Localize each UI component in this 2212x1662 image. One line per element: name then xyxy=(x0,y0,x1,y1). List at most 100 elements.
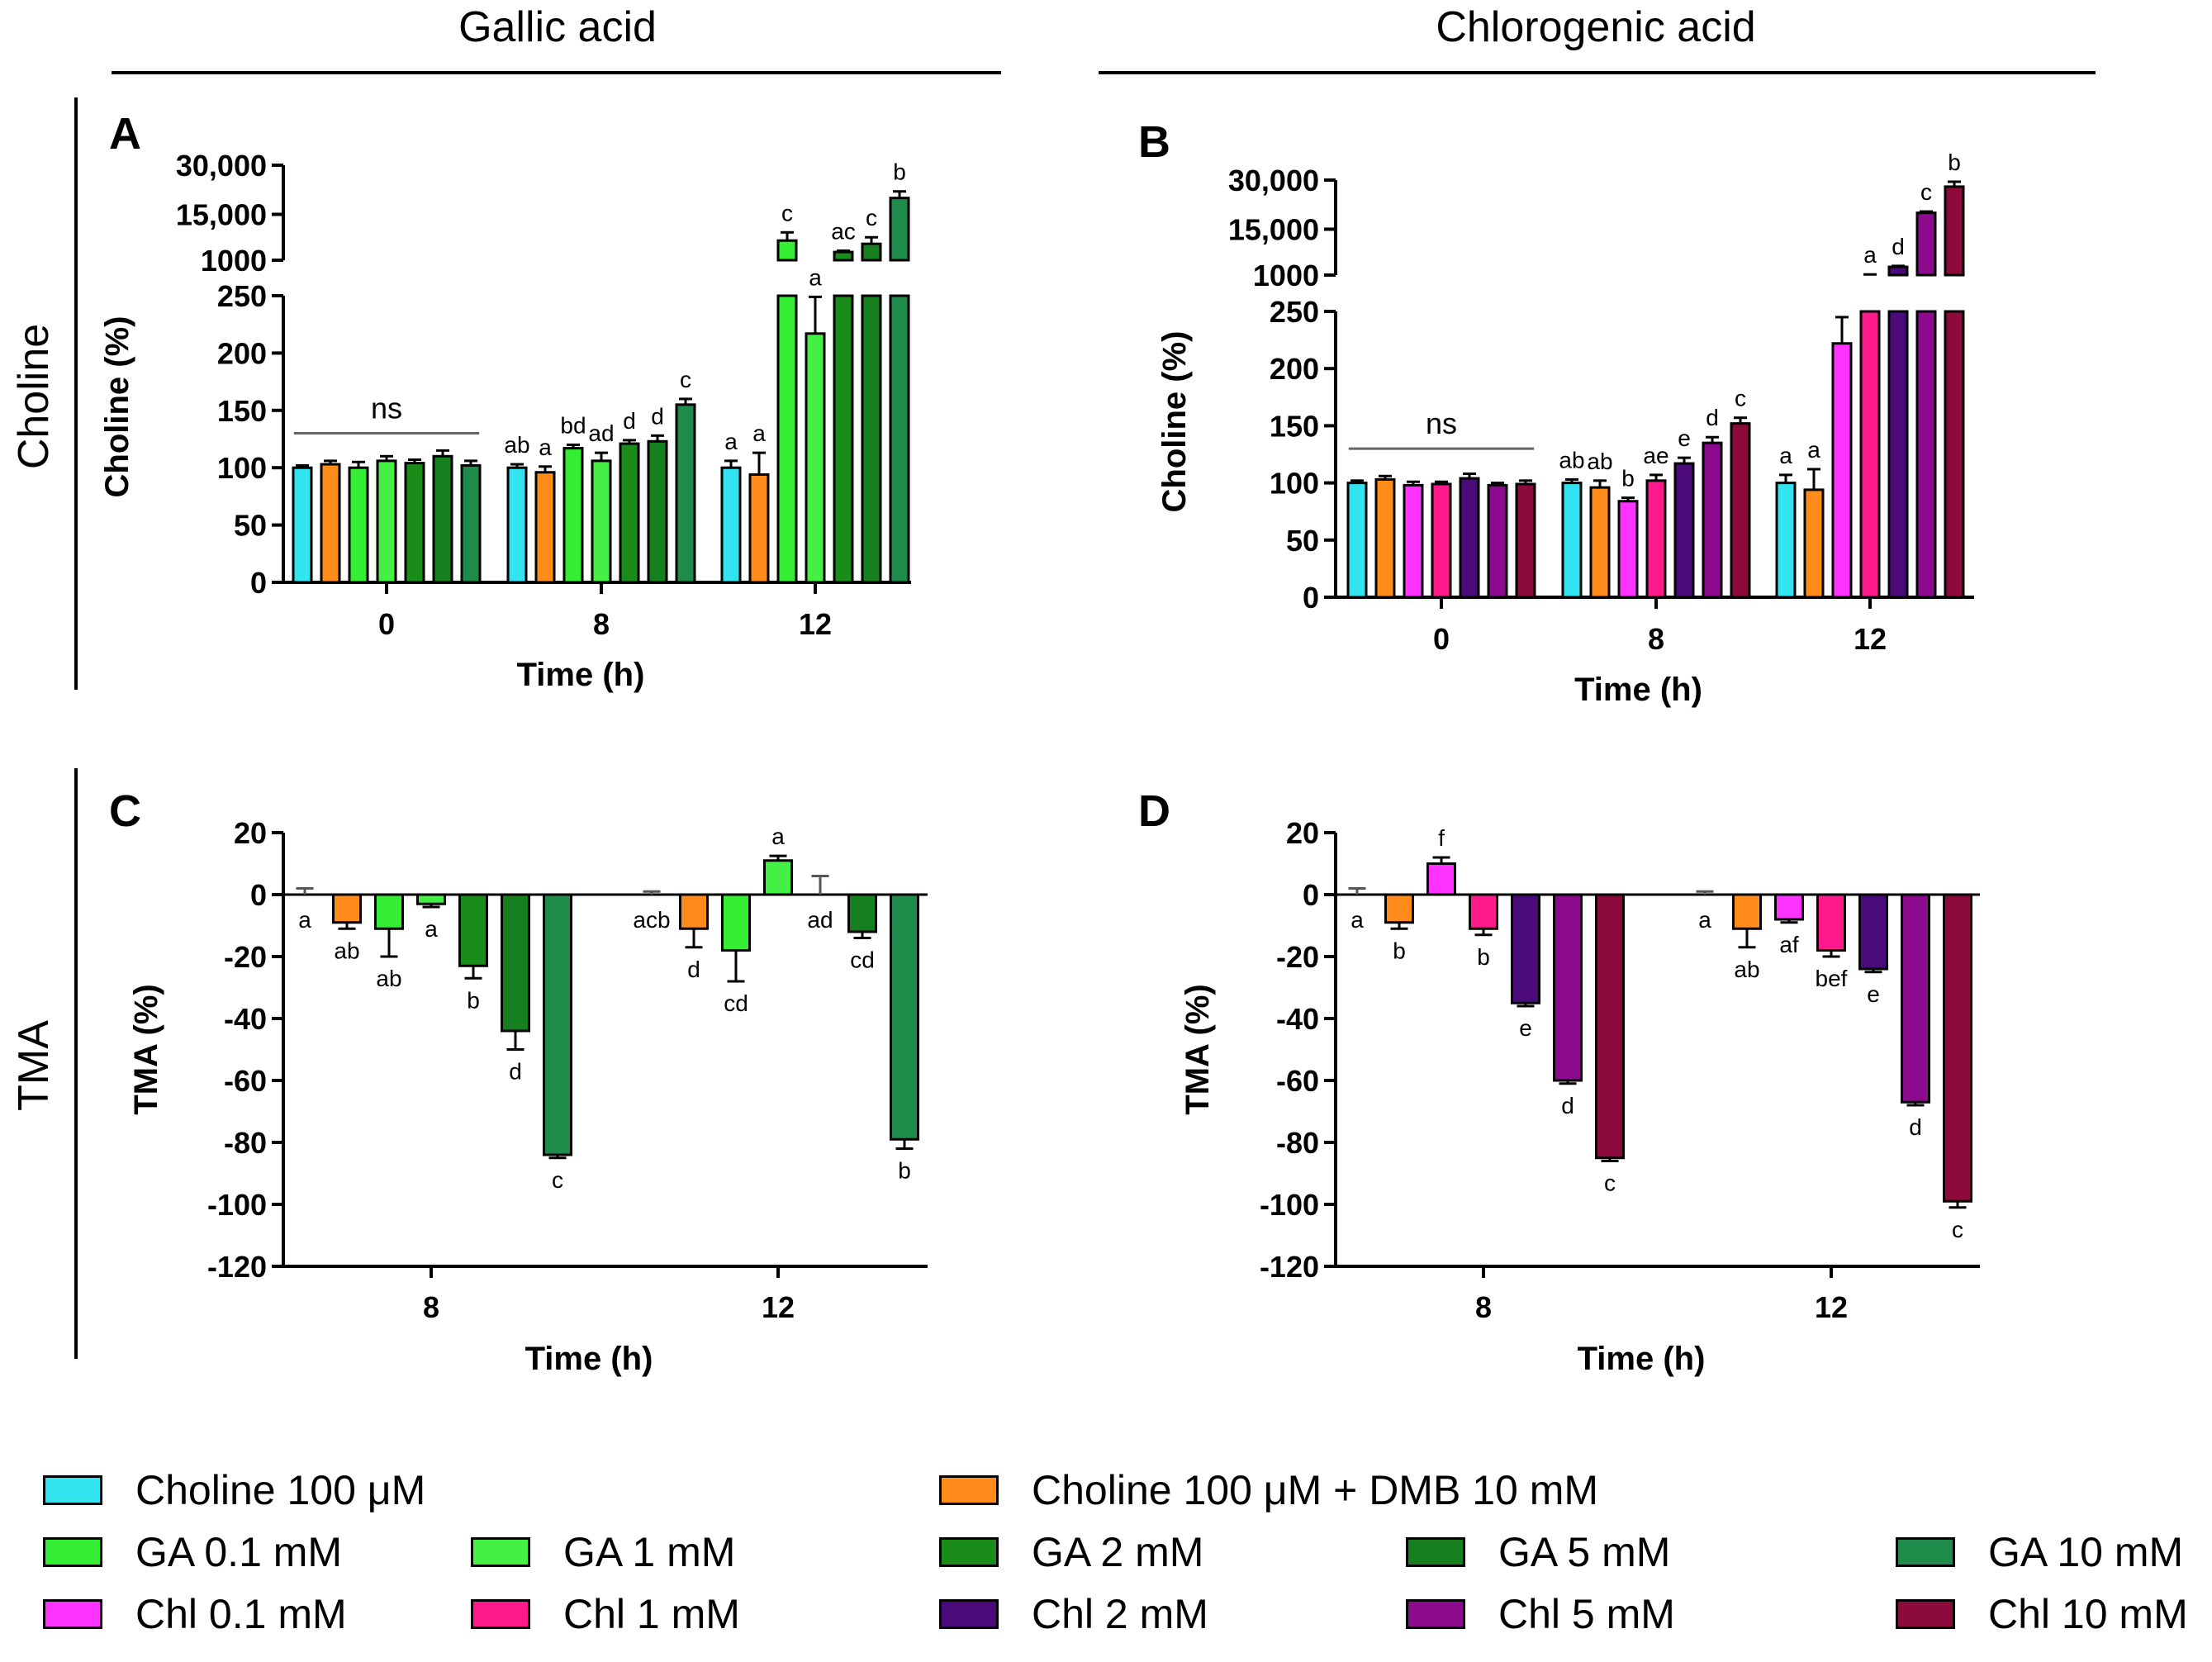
legend-swatch xyxy=(1406,1599,1465,1629)
legend-label: Chl 1 mM xyxy=(563,1591,740,1637)
legend-swatch xyxy=(471,1537,530,1567)
legend-swatch xyxy=(1896,1599,1955,1629)
column-title-gallic: Gallic acid xyxy=(458,3,657,51)
bar xyxy=(1702,441,1723,599)
legend-item-ga-10: GA 10 mM xyxy=(1896,1528,2183,1576)
bar xyxy=(1515,482,1536,599)
bar xyxy=(543,893,572,1156)
bar xyxy=(1431,482,1452,599)
legend-label: GA 1 mM xyxy=(563,1529,736,1575)
panel-letter: A xyxy=(109,109,141,159)
legend-swatch xyxy=(43,1475,102,1505)
bar xyxy=(679,893,709,930)
bar xyxy=(1915,310,1937,599)
bar xyxy=(332,893,362,924)
legend-item-chl-2: Chl 2 mM xyxy=(939,1590,1208,1638)
y-tick-label: 15,000 xyxy=(1228,212,1319,246)
significance-letter: b xyxy=(1948,150,1961,175)
legend-label: Chl 10 mM xyxy=(1988,1591,2188,1637)
bar xyxy=(1730,422,1751,599)
y-tick-label: -40 xyxy=(1276,1002,1319,1036)
ns-label: ns xyxy=(1426,406,1457,440)
significance-letter: e xyxy=(1519,1015,1532,1041)
bar xyxy=(1858,893,1888,971)
bar xyxy=(1403,483,1424,599)
legend-label: GA 10 mM xyxy=(1988,1529,2184,1575)
y-tick-label: 100 xyxy=(1270,467,1319,501)
y-tick-label: 250 xyxy=(217,279,267,313)
y-tick-label: 200 xyxy=(1270,352,1319,386)
bar xyxy=(619,442,640,584)
bar xyxy=(721,893,751,952)
significance-letter: d xyxy=(1892,234,1905,259)
legend-item-chl-10: Chl 10 mM xyxy=(1896,1590,2188,1638)
x-tick-label: 8 xyxy=(1648,622,1664,656)
y-tick-label: -120 xyxy=(207,1250,267,1284)
bar xyxy=(1589,486,1611,599)
bar xyxy=(1803,488,1825,599)
legend-label: Chl 0.1 mM xyxy=(135,1591,347,1637)
legend-swatch xyxy=(1406,1537,1465,1567)
legend: Choline 100 μM Choline 100 μM + DMB 10 m… xyxy=(0,1433,2212,1662)
bar xyxy=(890,893,919,1141)
legend-item-dmb: Choline 100 μM + DMB 10 mM xyxy=(939,1466,1598,1514)
bar xyxy=(374,893,404,930)
bar xyxy=(1673,462,1695,599)
bar xyxy=(1346,482,1368,599)
y-tick-label: 100 xyxy=(217,451,267,485)
bar xyxy=(861,242,882,262)
significance-letter: b xyxy=(898,1158,911,1184)
bar xyxy=(1887,265,1909,277)
bar xyxy=(1553,893,1583,1082)
bar xyxy=(376,459,397,584)
x-tick-label: 12 xyxy=(799,607,832,641)
y-tick-label: 50 xyxy=(234,509,267,543)
x-tick-label: 0 xyxy=(378,607,395,641)
ns-label: ns xyxy=(371,392,402,425)
x-axis-label: Time (h) xyxy=(525,1341,653,1377)
bar xyxy=(562,447,584,584)
bar xyxy=(1374,477,1396,599)
significance-letter: c xyxy=(866,205,877,230)
legend-swatch xyxy=(939,1537,999,1567)
significance-letter: c xyxy=(1735,386,1746,411)
legend-label: Chl 5 mM xyxy=(1498,1591,1675,1637)
y-tick-label: 1000 xyxy=(201,244,267,278)
bar xyxy=(1561,482,1583,599)
legend-swatch xyxy=(471,1599,530,1629)
legend-item-ga-5: GA 5 mM xyxy=(1406,1528,1670,1576)
y-tick-label: 250 xyxy=(1270,295,1319,329)
y-tick-label: -80 xyxy=(224,1126,267,1160)
significance-letter: af xyxy=(1779,932,1799,957)
significance-letter: ac xyxy=(831,219,856,245)
bar xyxy=(416,893,446,905)
bar xyxy=(763,859,793,896)
significance-letter: a xyxy=(1350,907,1364,933)
x-axis-label: Time (h) xyxy=(1574,672,1702,708)
y-tick-label: 20 xyxy=(1286,816,1319,850)
figure-canvas: Gallic acid Chlorogenic acid Choline TMA… xyxy=(10,3,2096,1377)
bar xyxy=(404,462,425,584)
y-tick-label: 0 xyxy=(250,878,267,912)
y-tick-label: 0 xyxy=(1303,581,1319,615)
bar xyxy=(805,332,826,584)
y-tick-label: 0 xyxy=(1303,878,1319,912)
significance-letter: ad xyxy=(807,907,833,933)
bar xyxy=(292,466,313,584)
bar xyxy=(1459,477,1480,599)
significance-letter: c xyxy=(680,367,691,392)
bar xyxy=(1645,479,1667,599)
bar xyxy=(1859,310,1881,599)
panel-letter: B xyxy=(1138,117,1170,167)
bar xyxy=(833,294,854,584)
y-tick-label: 30,000 xyxy=(1228,164,1319,197)
legend-swatch xyxy=(939,1475,999,1505)
significance-letter: a xyxy=(1779,443,1792,468)
x-tick-label: 12 xyxy=(762,1290,795,1324)
y-tick-label: -40 xyxy=(224,1002,267,1036)
bar xyxy=(1944,310,1965,599)
bar xyxy=(1831,342,1853,599)
legend-item-ga-2: GA 2 mM xyxy=(939,1528,1203,1576)
significance-letter: a xyxy=(1863,242,1877,268)
